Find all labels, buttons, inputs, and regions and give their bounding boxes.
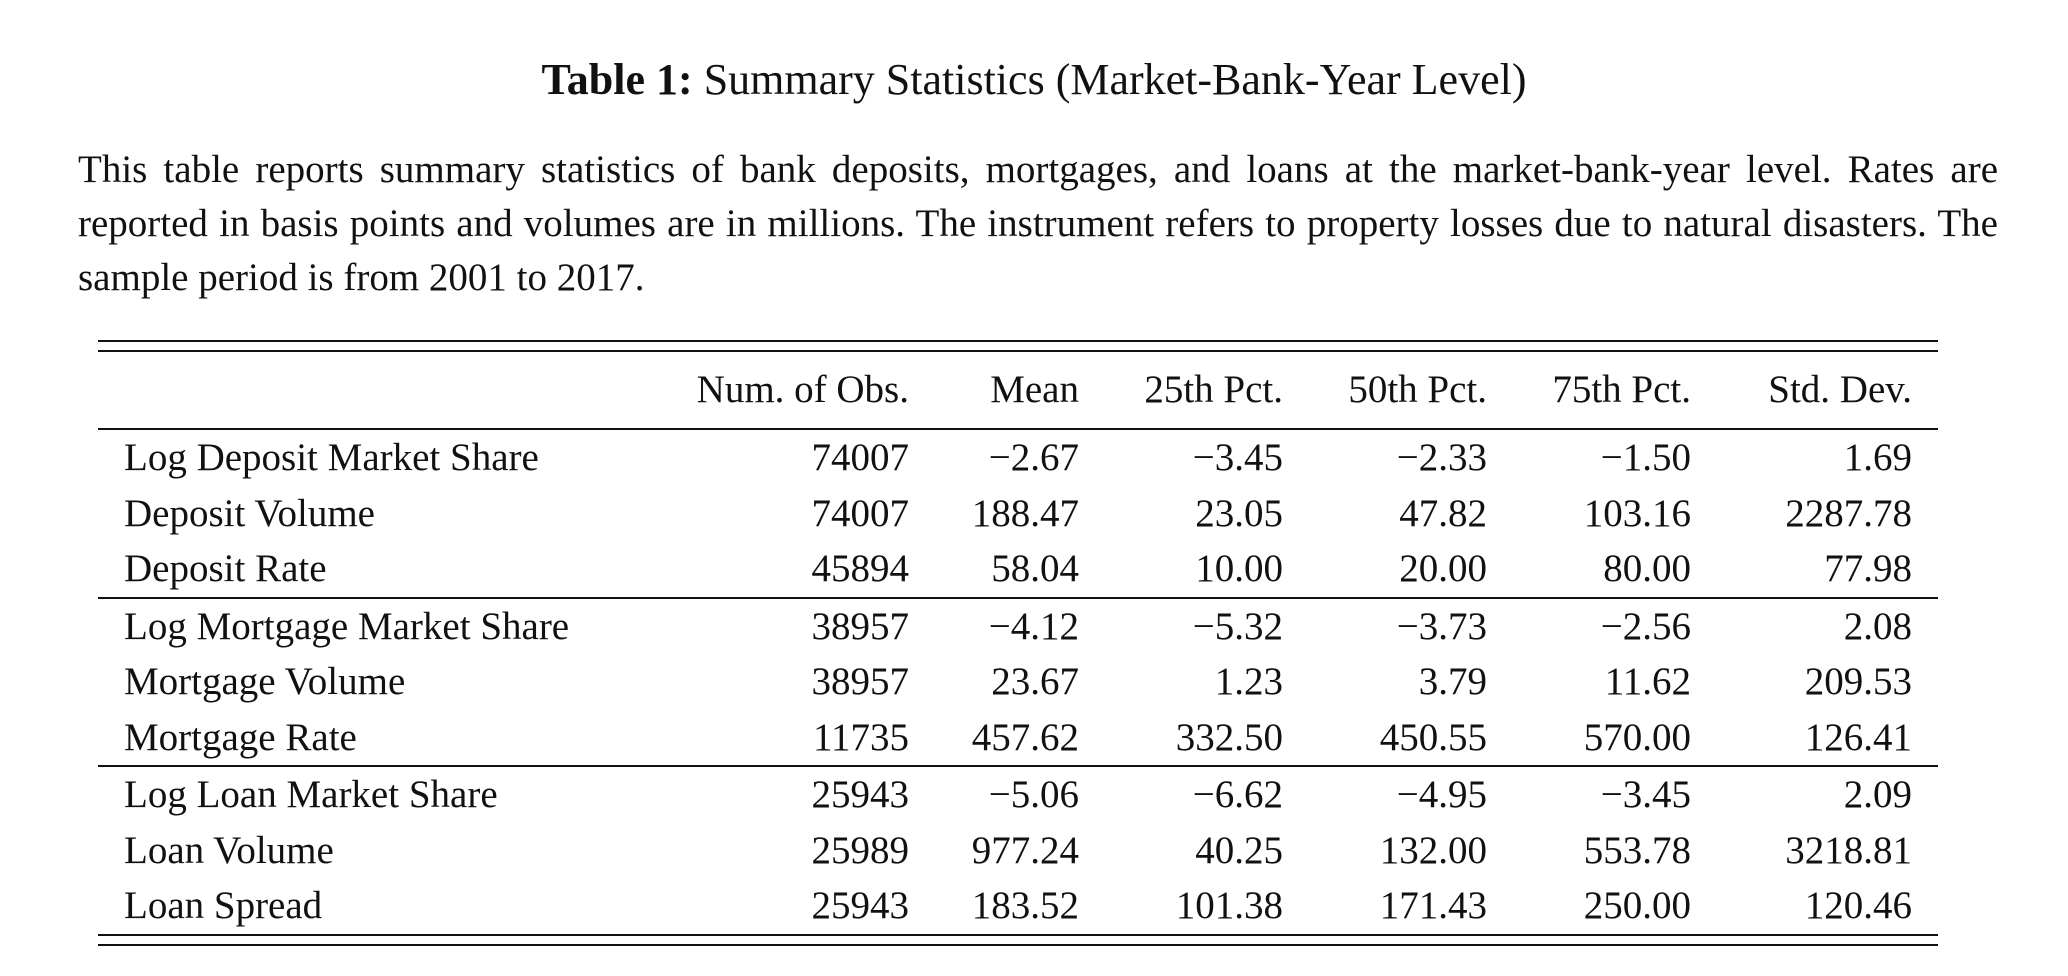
cell-50th-pct: −2.33 <box>1396 436 1487 479</box>
cell-25th-pct: −6.62 <box>1079 765 1283 823</box>
cell-std-dev: 120.46 <box>1804 884 1912 927</box>
summary-statistics-table-wrap: Num. of Obs. Mean 25th Pct. 50th Pct. 75… <box>98 340 1938 946</box>
column-header-num-obs: Num. of Obs. <box>681 352 909 430</box>
cell-mean: 457.62 <box>971 715 1079 759</box>
cell-50th-pct: 171.43 <box>1379 884 1487 927</box>
table-row: Mortgage Rate 11735 457.62 332.50 450.55 570.… <box>98 710 1938 767</box>
cell-75th-pct: 11.62 <box>1604 660 1691 703</box>
cell-75th-pct: 553.78 <box>1583 828 1691 872</box>
cell-num-obs: 45894 <box>811 547 910 590</box>
row-label: Log Mortgage Market Share <box>98 596 681 654</box>
cell-75th-pct: −3.45 <box>1487 765 1691 823</box>
table-row: Loan Spread 25943 183.52 101.38 171.43 250.00… <box>98 878 1938 934</box>
cell-50th-pct: 3.79 <box>1418 660 1487 703</box>
cell-75th-pct: 80.00 <box>1603 547 1691 590</box>
column-header-variable <box>98 352 681 430</box>
cell-75th-pct: 570.00 <box>1583 715 1691 759</box>
cell-25th-pct: −3.45 <box>1192 436 1283 479</box>
cell-mean: 23.67 <box>991 660 1079 703</box>
row-label: Log Deposit Market Share <box>124 436 539 479</box>
cell-25th-pct: 40.25 <box>1195 828 1283 872</box>
table-caption-title-text: Summary Statistics (Market-Bank-Year Lev… <box>703 55 1527 104</box>
table-row: Log Loan Market Share 25943 −5.06 −6.62 −4.9… <box>98 765 1938 823</box>
cell-25th-pct: 332.50 <box>1175 715 1283 759</box>
table-row: Deposit Rate 45894 58.04 10.00 20.00 80.00 77.… <box>98 541 1938 598</box>
cell-75th-pct: −2.56 <box>1487 596 1691 654</box>
column-header-50th-pct: 50th Pct. <box>1283 352 1487 430</box>
cell-num-obs: 74007 <box>811 436 910 479</box>
cell-mean: 188.47 <box>971 491 1079 535</box>
table-row: Deposit Volume 74007 188.47 23.05 47.82 103.1… <box>98 486 1938 542</box>
cell-std-dev: 2.08 <box>1691 596 1938 654</box>
cell-50th-pct: 20.00 <box>1399 547 1487 590</box>
row-label: Mortgage Volume <box>124 660 406 703</box>
cell-num-obs: 38957 <box>681 596 909 654</box>
table-header-row: Num. of Obs. Mean 25th Pct. 50th Pct. 75… <box>98 352 1938 430</box>
cell-50th-pct: 132.00 <box>1379 828 1487 872</box>
cell-25th-pct: 23.05 <box>1195 491 1283 535</box>
cell-num-obs: 74007 <box>811 491 910 535</box>
table-caption-title: Table 1: Summary Statistics (Market-Bank… <box>0 52 2068 108</box>
cell-std-dev: 77.98 <box>1824 547 1912 590</box>
cell-50th-pct: −3.73 <box>1283 596 1487 654</box>
cell-std-dev: 2287.78 <box>1785 491 1912 535</box>
row-label: Log Loan Market Share <box>98 765 681 823</box>
cell-num-obs: 25943 <box>811 884 910 927</box>
table-row: Log Mortgage Market Share 38957 −4.12 −5.32… <box>98 596 1938 654</box>
cell-std-dev: 2.09 <box>1691 765 1938 823</box>
cell-std-dev: 209.53 <box>1804 660 1912 703</box>
cell-mean: −5.06 <box>909 765 1079 823</box>
column-header-25th-pct: 25th Pct. <box>1079 352 1283 430</box>
cell-mean: 58.04 <box>991 547 1079 590</box>
cell-mean: 183.52 <box>971 884 1079 927</box>
cell-75th-pct: −1.50 <box>1600 436 1691 479</box>
cell-50th-pct: −4.95 <box>1283 765 1487 823</box>
cell-50th-pct: 47.82 <box>1399 491 1487 535</box>
row-label: Deposit Rate <box>124 547 327 590</box>
cell-std-dev: 126.41 <box>1804 715 1912 759</box>
table-bottom-double-rule <box>98 933 1938 946</box>
table-body: Log Deposit Market Share 74007 −2.67 −3.45−… <box>98 429 1938 934</box>
table-caption-description: This table reports summary statistics of… <box>78 148 1998 299</box>
table-row: Loan Volume 25989 977.24 40.25 132.00 553.78 3… <box>98 823 1938 879</box>
table-row: Log Deposit Market Share 74007 −2.67 −3.45 −… <box>98 429 1938 486</box>
cell-num-obs: 25943 <box>681 765 909 823</box>
table-caption-label: Table 1: <box>541 55 693 104</box>
cell-25th-pct: 1.23 <box>1214 660 1283 703</box>
column-header-std-dev: Std. Dev. <box>1691 352 1938 430</box>
cell-25th-pct: −5.32 <box>1079 596 1283 654</box>
cell-num-obs: 38957 <box>811 660 910 703</box>
cell-std-dev: 3218.81 <box>1785 828 1912 872</box>
cell-75th-pct: 250.00 <box>1583 884 1691 927</box>
row-label: Loan Spread <box>124 884 323 927</box>
table-top-double-rule <box>98 340 1938 352</box>
row-label: Mortgage Rate <box>124 715 357 759</box>
cell-mean: −4.12 <box>909 596 1079 654</box>
row-label: Deposit Volume <box>124 491 375 535</box>
row-label: Loan Volume <box>124 828 334 872</box>
summary-statistics-table: Num. of Obs. Mean 25th Pct. 50th Pct. 75… <box>98 352 1938 934</box>
column-header-75th-pct: 75th Pct. <box>1487 352 1691 430</box>
cell-num-obs: 11735 <box>812 715 909 759</box>
table-row: Mortgage Volume 38957 23.67 1.23 3.79 11.62 20… <box>98 654 1938 710</box>
cell-25th-pct: 101.38 <box>1175 884 1283 927</box>
cell-75th-pct: 103.16 <box>1583 491 1691 535</box>
cell-num-obs: 25989 <box>811 828 910 872</box>
cell-mean: −2.67 <box>988 436 1079 479</box>
cell-50th-pct: 450.55 <box>1379 715 1487 759</box>
cell-mean: 977.24 <box>971 828 1079 872</box>
column-header-mean: Mean <box>909 352 1079 430</box>
cell-std-dev: 1.69 <box>1843 436 1912 479</box>
cell-25th-pct: 10.00 <box>1195 547 1283 590</box>
